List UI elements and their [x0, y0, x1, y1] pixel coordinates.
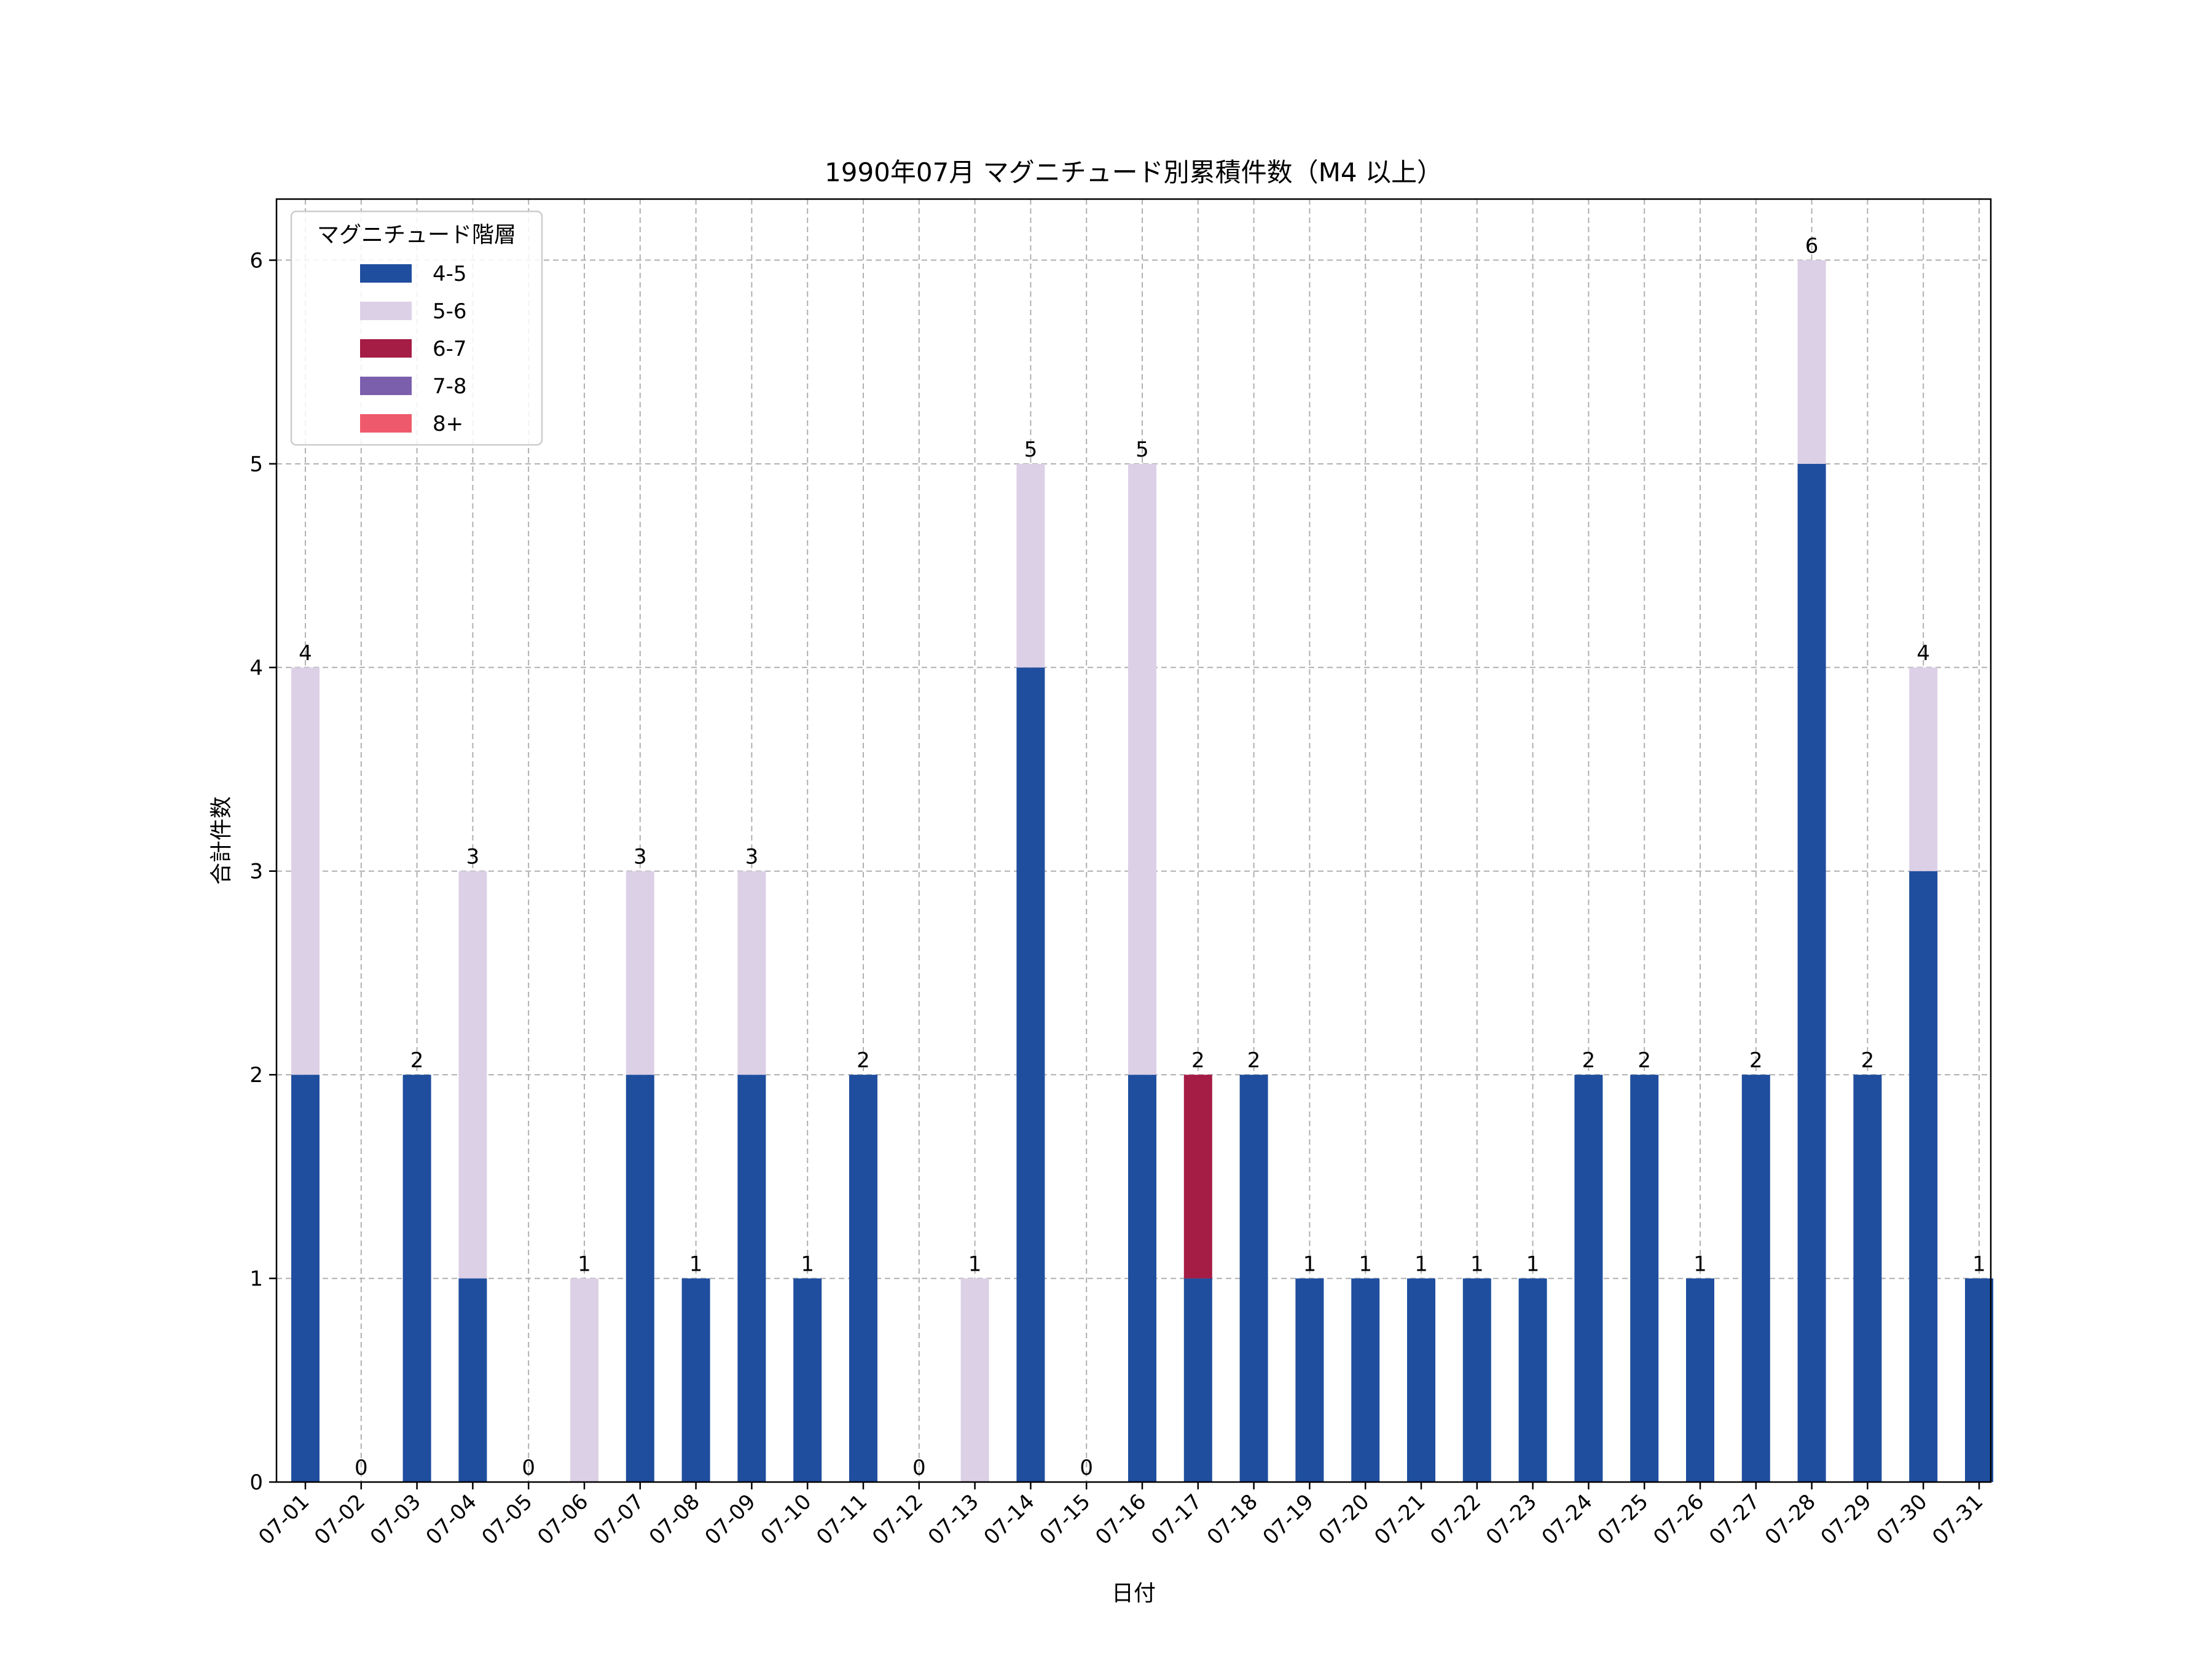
bar-total-label: 2 — [1749, 1048, 1763, 1073]
legend-swatch-6-7 — [360, 339, 412, 358]
bar-segment-4-5 — [1574, 1075, 1603, 1482]
bar-segment-4-5 — [1518, 1278, 1547, 1482]
bar-segment-5-6 — [1909, 667, 1938, 871]
bar-total-label: 2 — [410, 1048, 424, 1073]
bar-segment-4-5 — [1630, 1075, 1659, 1482]
y-tick-label: 3 — [249, 860, 263, 884]
bar-total-label: 1 — [1359, 1252, 1372, 1277]
bar-segment-4-5 — [849, 1075, 877, 1482]
bar-total-label: 0 — [355, 1456, 368, 1480]
bar-total-label: 2 — [1582, 1048, 1596, 1073]
bar-segment-4-5 — [1351, 1278, 1380, 1482]
bar-segment-4-5 — [793, 1278, 822, 1482]
plot-frame — [275, 198, 1992, 1483]
bar-total-label: 4 — [299, 641, 312, 665]
y-tick-label: 5 — [249, 452, 263, 477]
bar-total-label: 1 — [1693, 1252, 1707, 1277]
bar-total-label: 1 — [1526, 1252, 1540, 1277]
legend-label-4-5: 4-5 — [433, 262, 467, 286]
chart-title: 1990年07月 マグニチュード別累積件数（M4 以上） — [825, 157, 1443, 187]
legend-swatch-7-8 — [360, 377, 412, 395]
bar-segment-4-5 — [1909, 871, 1938, 1482]
y-axis-label: 合計件数 — [209, 796, 234, 885]
bar-layer — [291, 260, 1993, 1482]
bar-segment-4-5 — [626, 1075, 654, 1482]
bar-total-label: 0 — [522, 1456, 535, 1480]
bar-total-label: 4 — [1916, 641, 1930, 665]
bar-segment-5-6 — [626, 871, 654, 1075]
bar-segment-4-5 — [458, 1278, 487, 1482]
bar-segment-4-5 — [1016, 667, 1045, 1482]
bar-total-label: 0 — [1080, 1456, 1093, 1480]
bar-total-label: 3 — [633, 845, 647, 869]
bar-segment-4-5 — [291, 1075, 320, 1482]
bar-segment-5-6 — [291, 667, 320, 1075]
bar-total-label: 2 — [1637, 1048, 1651, 1073]
bar-segment-4-5 — [1965, 1278, 1993, 1482]
x-axis-label: 日付 — [1112, 1581, 1156, 1606]
legend: マグニチュード階層 4-5 5-6 6-7 7-8 8+ — [290, 210, 543, 446]
bar-total-label: 2 — [1247, 1048, 1261, 1073]
bar-total-label: 6 — [1805, 233, 1819, 258]
bar-total-label: 0 — [912, 1456, 926, 1480]
bar-total-label: 5 — [1135, 437, 1149, 462]
y-tick-label: 1 — [249, 1267, 263, 1292]
bar-segment-4-5 — [1853, 1075, 1882, 1482]
bar-total-label: 1 — [1414, 1252, 1428, 1277]
bar-segment-5-6 — [1016, 463, 1045, 668]
bar-total-label: 1 — [578, 1252, 591, 1277]
legend-label-5-6: 5-6 — [433, 299, 467, 324]
bar-segment-5-6 — [1797, 260, 1826, 464]
bar-segment-4-5 — [1183, 1278, 1212, 1482]
bar-total-label: 2 — [1861, 1048, 1875, 1073]
bar-segment-4-5 — [1239, 1075, 1268, 1482]
bar-total-label: 5 — [1024, 437, 1038, 462]
legend-label-7-8: 7-8 — [433, 374, 467, 399]
y-tick-label: 2 — [249, 1063, 263, 1088]
bar-segment-4-5 — [402, 1075, 431, 1482]
bar-total-label: 3 — [745, 845, 759, 869]
bar-segment-5-6 — [1128, 463, 1156, 1075]
legend-box — [290, 210, 543, 446]
bar-segment-4-5 — [1295, 1278, 1324, 1482]
bar-segment-5-6 — [737, 871, 766, 1075]
bar-segment-5-6 — [458, 871, 487, 1279]
bar-segment-5-6 — [960, 1278, 989, 1482]
bar-total-label: 2 — [1191, 1048, 1205, 1073]
y-tick-label: 4 — [249, 656, 263, 680]
y-tick-label: 0 — [249, 1470, 263, 1495]
bar-total-label: 1 — [968, 1252, 982, 1277]
legend-title: マグニチュード階層 — [317, 222, 516, 248]
legend-swatch-8+ — [360, 414, 412, 433]
bar-total-label: 1 — [1303, 1252, 1317, 1277]
bar-total-label: 1 — [689, 1252, 703, 1277]
bar-total-label: 3 — [466, 845, 480, 869]
bar-segment-5-6 — [570, 1278, 598, 1482]
legend-label-6-7: 6-7 — [433, 337, 467, 361]
bar-segment-4-5 — [1128, 1075, 1156, 1482]
y-tick-label: 6 — [249, 248, 263, 273]
legend-swatch-5-6 — [360, 302, 412, 320]
bar-total-label: 1 — [1972, 1252, 1986, 1277]
bar-total-label: 1 — [1470, 1252, 1484, 1277]
bar-segment-4-5 — [1462, 1278, 1491, 1482]
bar-total-label: 1 — [801, 1252, 814, 1277]
legend-label-8+: 8+ — [433, 412, 463, 436]
bar-segment-4-5 — [1407, 1278, 1435, 1482]
bar-total-label: 2 — [857, 1048, 870, 1073]
bar-segment-4-5 — [1797, 463, 1826, 1482]
bar-segment-4-5 — [681, 1278, 710, 1482]
bar-segment-4-5 — [1686, 1278, 1714, 1482]
bar-segment-4-5 — [737, 1075, 766, 1482]
label-layer: 4 0 2 3 0 1 3 1 3 1 2 0 1 5 0 5 2 2 1 1 1 1 1 2 2 1 2 6 2 4 1 — [299, 233, 1986, 1480]
legend-swatch-4-5 — [360, 264, 412, 283]
bar-segment-6-7 — [1183, 1075, 1212, 1279]
bar-segment-4-5 — [1741, 1075, 1770, 1482]
